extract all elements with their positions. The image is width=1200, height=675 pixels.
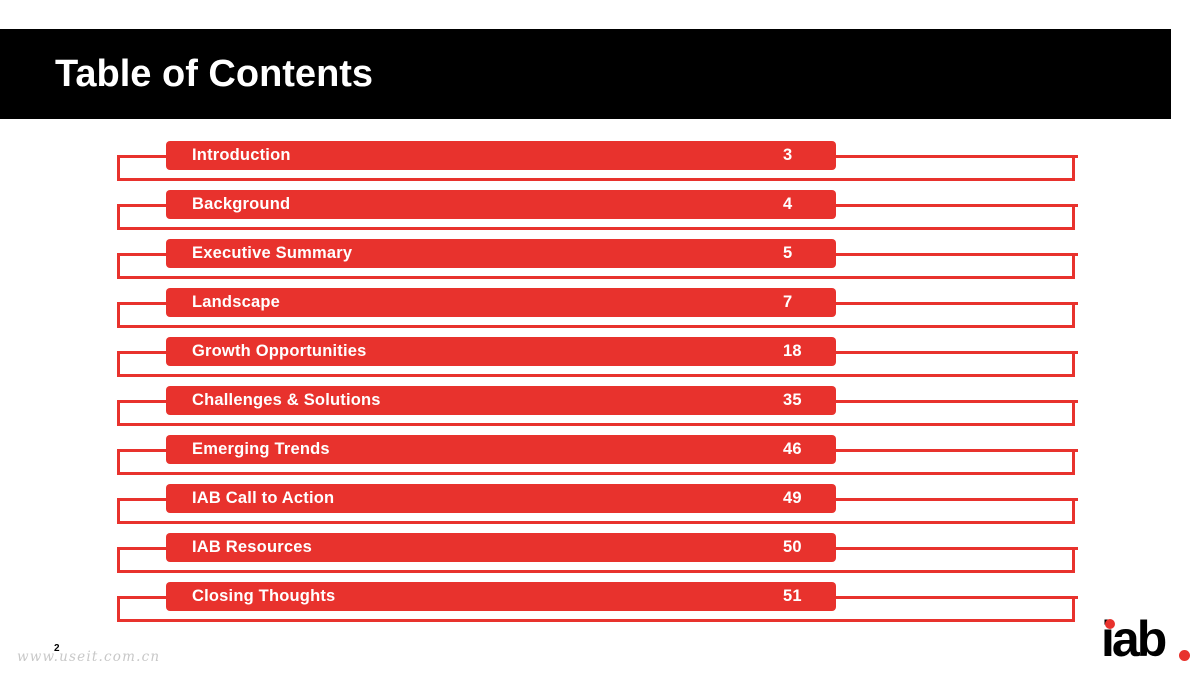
toc-row[interactable]: Emerging Trends 46 [0, 435, 1200, 481]
toc-item-label: Growth Opportunities [192, 342, 367, 360]
toc-bracket [117, 155, 1075, 181]
toc-bracket-tick-right [834, 449, 1078, 452]
toc-item-label: Emerging Trends [192, 440, 330, 458]
toc-item-button[interactable]: Emerging Trends 46 [166, 435, 836, 464]
toc-item-label: Background [192, 195, 291, 213]
toc-row[interactable]: Introduction 3 [0, 141, 1200, 187]
toc-bracket-tick-left [117, 351, 168, 354]
toc-item-label: IAB Call to Action [192, 489, 335, 507]
toc-bracket-tick-right [834, 596, 1078, 599]
toc-item-page: 18 [783, 342, 802, 360]
toc-item-button[interactable]: Introduction 3 [166, 141, 836, 170]
toc-bracket-tick-right [834, 351, 1078, 354]
toc-bracket-tick-right [834, 498, 1078, 501]
toc-row[interactable]: Challenges & Solutions 35 [0, 386, 1200, 432]
toc-bracket-tick-left [117, 596, 168, 599]
toc-row[interactable]: Closing Thoughts 51 [0, 582, 1200, 628]
toc-item-button[interactable]: IAB Resources 50 [166, 533, 836, 562]
toc-item-page: 5 [783, 244, 793, 262]
watermark: www.useit.com.cn [17, 649, 161, 665]
toc-item-page: 49 [783, 489, 802, 507]
toc-bracket-tick-left [117, 498, 168, 501]
toc-bracket-tick-right [834, 204, 1078, 207]
toc-item-button[interactable]: Executive Summary 5 [166, 239, 836, 268]
logo-dot-period [1179, 650, 1190, 661]
iab-logo: iab [1101, 611, 1193, 667]
toc-bracket [117, 302, 1075, 328]
toc-item-page: 7 [783, 293, 793, 311]
toc-bracket-tick-right [834, 400, 1078, 403]
toc-bracket-tick-left [117, 449, 168, 452]
toc-bracket-tick-left [117, 302, 168, 305]
toc-item-button[interactable]: Landscape 7 [166, 288, 836, 317]
toc-bracket-tick-left [117, 155, 168, 158]
title-bar [0, 29, 1171, 119]
slide-page-number: 2 [54, 643, 60, 654]
toc-bracket-tick-left [117, 547, 168, 550]
toc-item-label: Closing Thoughts [192, 587, 336, 605]
toc-item-button[interactable]: Challenges & Solutions 35 [166, 386, 836, 415]
toc-bracket [117, 547, 1075, 573]
toc-bracket-tick-left [117, 253, 168, 256]
toc-item-button[interactable]: Background 4 [166, 190, 836, 219]
toc-bracket-tick-right [834, 253, 1078, 256]
toc-item-page: 4 [783, 195, 793, 213]
toc-bracket-tick-left [117, 400, 168, 403]
toc-bracket-tick-left [117, 204, 168, 207]
slide-title: Table of Contents [55, 53, 374, 95]
toc-item-button[interactable]: Growth Opportunities 18 [166, 337, 836, 366]
toc-item-button[interactable]: Closing Thoughts 51 [166, 582, 836, 611]
toc-item-button[interactable]: IAB Call to Action 49 [166, 484, 836, 513]
toc-bracket [117, 498, 1075, 524]
toc-bracket-tick-right [834, 547, 1078, 550]
toc-row[interactable]: IAB Resources 50 [0, 533, 1200, 579]
toc-item-label: Landscape [192, 293, 280, 311]
toc-row[interactable]: Growth Opportunities 18 [0, 337, 1200, 383]
toc-item-page: 46 [783, 440, 802, 458]
toc-bracket [117, 596, 1075, 622]
toc-item-page: 35 [783, 391, 802, 409]
toc-item-label: Introduction [192, 146, 291, 164]
toc-item-page: 3 [783, 146, 793, 164]
toc-item-page: 51 [783, 587, 802, 605]
toc-item-label: Executive Summary [192, 244, 353, 262]
toc-item-label: Challenges & Solutions [192, 391, 381, 409]
toc-item-page: 50 [783, 538, 802, 556]
toc-bracket [117, 253, 1075, 279]
toc-row[interactable]: IAB Call to Action 49 [0, 484, 1200, 530]
toc-bracket-tick-right [834, 155, 1078, 158]
toc-row[interactable]: Executive Summary 5 [0, 239, 1200, 285]
toc-bracket [117, 449, 1075, 475]
toc-item-label: IAB Resources [192, 538, 312, 556]
toc-row[interactable]: Background 4 [0, 190, 1200, 236]
toc-bracket [117, 351, 1075, 377]
toc-bracket [117, 204, 1075, 230]
toc-bracket-tick-right [834, 302, 1078, 305]
toc-bracket [117, 400, 1075, 426]
toc-row[interactable]: Landscape 7 [0, 288, 1200, 334]
logo-dot-i [1105, 619, 1115, 629]
